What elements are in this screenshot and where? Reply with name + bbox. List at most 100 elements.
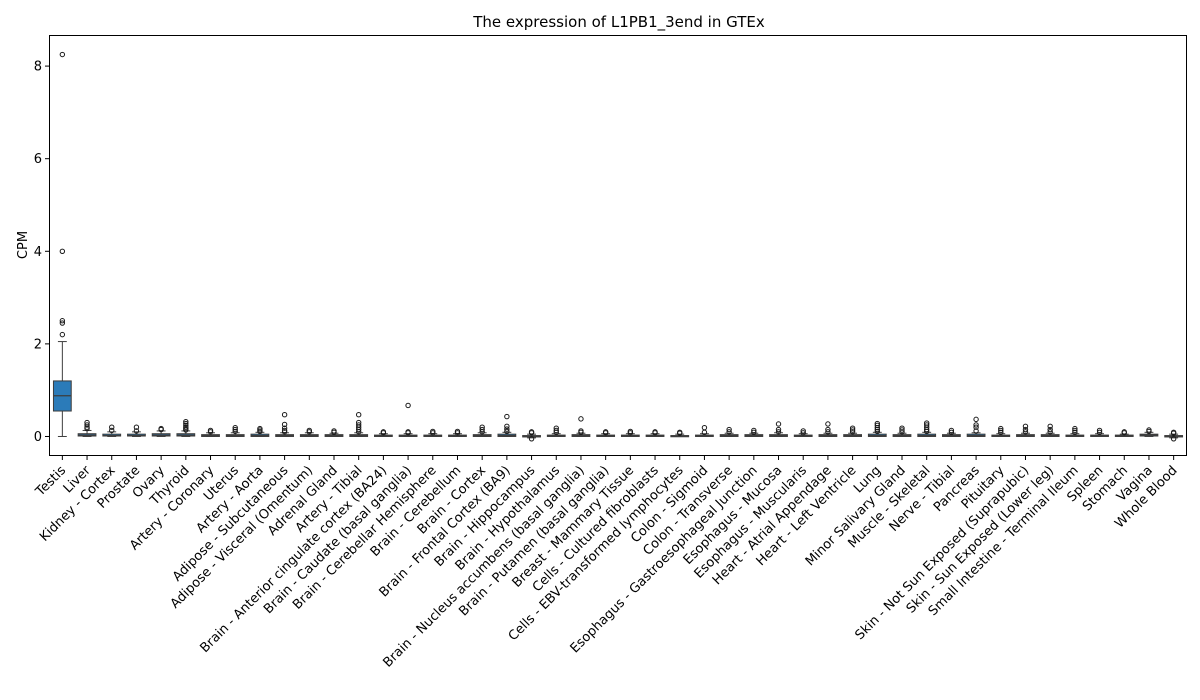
outlier-point <box>923 422 930 428</box>
outlier-point <box>59 331 66 338</box>
outlier-point <box>677 429 683 436</box>
outlier-point <box>1072 427 1078 434</box>
outlier-point <box>948 427 955 434</box>
outlier-point <box>1047 426 1053 433</box>
outlier-point <box>504 428 510 435</box>
outlier-point <box>183 418 189 425</box>
outlier-point <box>430 428 436 435</box>
outlier-point <box>899 427 905 433</box>
outlier-point <box>355 412 362 418</box>
outlier-point <box>109 424 115 430</box>
outlier-point <box>109 427 115 434</box>
outlier-point <box>1022 429 1029 435</box>
outlier-point <box>405 402 411 409</box>
y-axis-label: CPM <box>16 231 31 259</box>
y-tick-label: 6 <box>34 152 42 167</box>
outlier-point <box>504 426 510 432</box>
outlier-point <box>825 429 831 435</box>
outlier-point <box>59 248 66 254</box>
y-tick-label: 4 <box>34 245 42 260</box>
outlier-point <box>1096 429 1103 436</box>
outlier-point <box>158 425 164 432</box>
outlier-point <box>133 428 140 434</box>
outlier-point <box>973 428 979 434</box>
outlier-point <box>800 428 806 434</box>
outlier-point <box>1072 425 1078 432</box>
outlier-point <box>281 421 288 428</box>
outlier-point <box>528 436 535 442</box>
outlier-point <box>874 420 881 427</box>
outlier-point <box>232 428 238 435</box>
outlier-point <box>751 429 757 436</box>
outlier-point <box>454 428 461 435</box>
outlier-point <box>479 426 485 433</box>
outlier-point <box>1022 426 1029 433</box>
outlier-point <box>1096 427 1103 434</box>
outlier-point <box>627 428 634 435</box>
outlier-point <box>281 425 288 431</box>
outlier-point <box>578 416 584 422</box>
outlier-point <box>973 422 979 428</box>
outlier-point <box>899 429 905 435</box>
outlier-point <box>232 426 238 433</box>
outlier-point <box>380 429 387 435</box>
outlier-point <box>775 421 782 427</box>
outlier-point <box>405 429 411 435</box>
outlier-point <box>355 422 362 428</box>
outlier-point <box>652 429 658 435</box>
outlier-point <box>257 425 263 432</box>
outlier-point <box>1170 436 1177 442</box>
outlier-point <box>59 320 66 326</box>
outlier-point <box>800 430 806 436</box>
outlier-point <box>849 427 856 433</box>
outlier-point <box>1072 429 1078 436</box>
outlier-point <box>849 425 856 431</box>
outlier-point <box>899 425 905 431</box>
outlier-point <box>923 420 930 426</box>
outlier-point <box>528 429 535 435</box>
outlier-point <box>59 318 66 324</box>
outlier-point <box>751 427 757 434</box>
outlier-point <box>578 428 584 434</box>
outlier-point <box>1170 429 1177 436</box>
outlier-point <box>726 429 732 435</box>
outlier-point <box>825 426 831 433</box>
outlier-point <box>973 424 979 430</box>
outlier-point <box>1022 423 1029 429</box>
outlier-point <box>775 426 782 433</box>
outlier-point <box>701 424 708 431</box>
outlier-point <box>504 413 510 420</box>
outlier-point <box>1121 429 1127 435</box>
outlier-point <box>1047 423 1053 429</box>
outlier-point <box>553 427 559 434</box>
outlier-point <box>849 429 856 435</box>
outlier-point <box>207 427 214 434</box>
outlier-point <box>84 419 90 426</box>
plot-frame <box>49 35 1187 456</box>
chart-title: The expression of L1PB1_3end in GTEx <box>472 13 765 32</box>
outlier-point <box>504 423 510 429</box>
outlier-point <box>553 425 559 431</box>
outlier-point <box>775 429 782 435</box>
y-tick-label: 2 <box>34 337 42 352</box>
outlier-point <box>281 427 288 434</box>
outlier-point <box>726 426 732 433</box>
outlier-point <box>281 412 288 418</box>
outlier-point <box>825 421 831 427</box>
outlier-point <box>479 424 485 430</box>
outlier-point <box>232 424 238 431</box>
y-tick-label: 0 <box>34 430 42 445</box>
outlier-point <box>183 424 189 430</box>
outlier-point <box>948 429 955 436</box>
outlier-point <box>998 427 1004 434</box>
outlier-point <box>331 428 337 434</box>
outlier-point <box>998 425 1004 432</box>
outlier-point <box>874 428 881 435</box>
outlier-point <box>306 427 313 434</box>
outlier-point <box>84 422 90 428</box>
outlier-point <box>183 420 189 427</box>
outlier-point <box>183 422 189 429</box>
outlier-point <box>973 416 979 423</box>
